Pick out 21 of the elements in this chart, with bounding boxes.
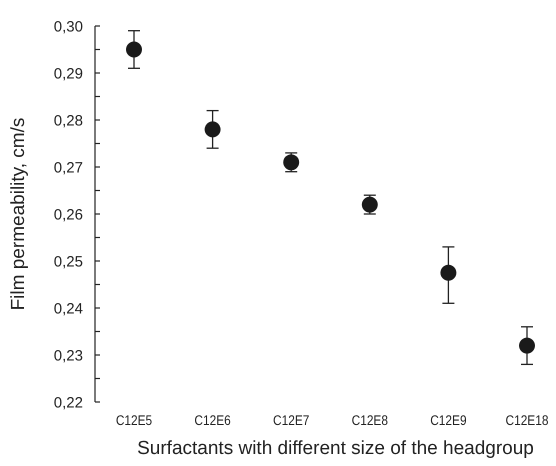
y-tick-label: 0,28	[54, 112, 83, 130]
x-tick-label: C12E7	[273, 412, 310, 428]
x-tick-label: C12E8	[352, 412, 388, 428]
y-tick-label: 0,30	[54, 18, 83, 36]
y-tick-label: 0,25	[54, 253, 83, 270]
point	[126, 42, 142, 58]
y-tick-label: 0,27	[54, 159, 83, 176]
x-axis-title: Surfactants with different size of the headgroup	[137, 438, 534, 459]
y-tick-label: 0,23	[54, 347, 83, 364]
x-tick-label: C12E6	[194, 412, 231, 428]
x-tick-label: C12E5	[116, 412, 152, 428]
y-tick-label: 0,29	[54, 65, 83, 82]
point	[440, 264, 456, 281]
x-tick-label: C12E9	[430, 412, 467, 428]
y-tick-label: 0,26	[54, 206, 83, 224]
y-axis-title: Film permeability, cm/s	[8, 118, 29, 310]
x-tick-label: C12E18	[506, 412, 548, 428]
point	[519, 338, 535, 354]
point	[204, 121, 221, 138]
y-tick-label: 0,24	[54, 300, 83, 318]
y-tick-label: 0,22	[54, 394, 83, 412]
